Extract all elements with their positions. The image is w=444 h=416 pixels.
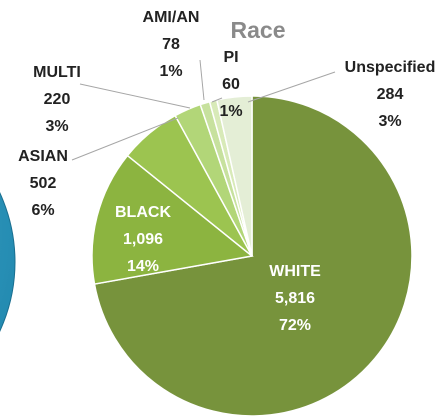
leader-line [211, 97, 223, 103]
percent-label: 3% [378, 113, 401, 130]
category-label: Unspecified [345, 59, 436, 76]
leader-line [199, 59, 205, 101]
value-label: 220 [44, 91, 71, 108]
category-label: ASIAN [18, 148, 68, 165]
leader-line [79, 83, 191, 109]
value-label: 502 [30, 175, 57, 192]
category-label: WHITE [269, 263, 321, 280]
neighbor-chart-edge [0, 192, 16, 332]
percent-label: 14% [127, 258, 159, 275]
value-label: 5,816 [275, 290, 315, 307]
category-label: AMI/AN [143, 9, 200, 26]
value-label: 1,096 [123, 231, 163, 248]
percent-label: 72% [279, 317, 311, 334]
category-label: BLACK [115, 204, 171, 221]
value-label: 60 [222, 76, 240, 93]
percent-label: 3% [45, 118, 68, 135]
category-label: MULTI [33, 64, 81, 81]
category-label: PI [223, 49, 238, 66]
percent-label: 1% [159, 63, 182, 80]
pie-slice [91, 154, 254, 285]
leader-line [247, 71, 336, 103]
value-label: 284 [377, 86, 404, 103]
pie-slice [93, 95, 413, 416]
percent-label: 1% [219, 103, 242, 120]
value-label: 78 [162, 36, 180, 53]
chart-title: Race [231, 17, 286, 43]
leader-line [71, 117, 179, 161]
percent-label: 6% [31, 202, 54, 219]
